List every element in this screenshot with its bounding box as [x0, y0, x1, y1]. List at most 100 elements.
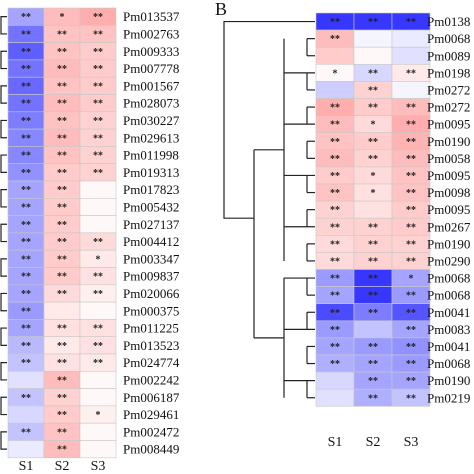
row-label: Pm0068 [427, 271, 470, 286]
significance-mark: ** [93, 151, 103, 162]
row-label: Pm0190 [427, 373, 470, 388]
significance-mark: ** [21, 151, 31, 162]
row-label: Pm028073 [123, 96, 179, 111]
heatmap-cell [79, 440, 117, 459]
column-label: S1 [19, 459, 34, 474]
significance-mark: ** [330, 342, 340, 353]
dendrogram-branch [0, 327, 7, 346]
heatmap-cell [43, 301, 81, 320]
significance-mark: ** [21, 254, 31, 265]
significance-mark: ** [21, 427, 31, 438]
dendrogram-branch [0, 154, 7, 173]
row-label: Pm011225 [123, 321, 179, 336]
significance-mark: ** [330, 222, 340, 233]
significance-mark: ** [57, 220, 67, 231]
significance-mark: ** [330, 239, 340, 250]
row-label: Pm009333 [123, 44, 179, 59]
significance-mark: ** [330, 120, 340, 131]
significance-mark: ** [330, 34, 340, 45]
row-label: Pm0272 [427, 100, 470, 115]
significance-mark: ** [93, 81, 103, 92]
significance-mark: ** [406, 291, 416, 302]
significance-mark: ** [330, 154, 340, 165]
significance-mark: ** [57, 116, 67, 127]
significance-mark: ** [21, 185, 31, 196]
heatmap-cell [391, 29, 431, 48]
heatmap-cell [79, 215, 117, 234]
heatmap-cell [79, 388, 117, 407]
row-label: Pm0095 [427, 117, 470, 132]
row-label: Pm002763 [123, 26, 179, 41]
row-label: Pm0095 [427, 202, 470, 217]
panel-b-row-labels: Pm0138 Pm0068 Pm0089 Pm0198 Pm0272 Pm0272 Pm00… [427, 14, 471, 405]
heatmap-cell [315, 371, 355, 390]
significance-mark: ** [57, 133, 67, 144]
heatmap-cell [7, 405, 45, 424]
column-label: S1 [328, 435, 343, 450]
row-label: Pm006187 [123, 390, 180, 405]
panel-b-cells: ** ** ***** ** ****** ** **** * **** ** **** ** ****… [315, 12, 431, 407]
row-label: Pm008449 [123, 442, 179, 457]
row-label: Pm0089 [427, 48, 470, 63]
dendrogram-branch [0, 396, 7, 416]
significance-mark: ** [330, 274, 340, 285]
row-label: Pm007778 [123, 61, 179, 76]
row-label: Pm0290 [427, 253, 470, 268]
significance-mark: ** [57, 289, 67, 300]
panel-a-row-labels: Pm013537 Pm002763 Pm009333 Pm007778 Pm001567… [123, 9, 180, 457]
significance-mark: ** [368, 68, 378, 79]
significance-mark: ** [406, 188, 416, 199]
row-label: Pm0068 [427, 356, 470, 371]
dendrogram-branch [0, 258, 7, 277]
significance-mark: ** [406, 103, 416, 114]
row-label: Pm0272 [427, 82, 470, 97]
dendrogram-branch [0, 362, 7, 381]
significance-mark: * [60, 12, 65, 23]
significance-mark: ** [406, 256, 416, 267]
significance-mark: ** [21, 168, 31, 179]
significance-mark: ** [57, 445, 67, 456]
heatmap-cell [7, 440, 45, 459]
significance-mark: ** [57, 341, 67, 352]
significance-mark: ** [57, 99, 67, 110]
heatmap-cell [353, 29, 393, 48]
significance-mark: ** [57, 151, 67, 162]
significance-mark: ** [93, 116, 103, 127]
significance-mark: ** [330, 103, 340, 114]
significance-mark: ** [368, 274, 378, 285]
significance-mark: ** [57, 410, 67, 421]
row-label: Pm011998 [123, 148, 179, 163]
significance-mark: ** [368, 256, 378, 267]
significance-mark: ** [57, 272, 67, 283]
row-label: Pm0190 [427, 134, 470, 149]
significance-mark: ** [406, 342, 416, 353]
significance-mark: ** [368, 222, 378, 233]
significance-mark: ** [330, 171, 340, 182]
significance-mark: * [371, 120, 376, 131]
significance-mark: ** [368, 17, 378, 28]
panel-a-cells: ** * **** ** **** ** **** ** **** ** **** ** **** ** *… [7, 7, 117, 459]
significance-mark: ** [368, 342, 378, 353]
significance-mark: ** [21, 289, 31, 300]
dendrogram-branch [0, 50, 7, 70]
significance-mark: ** [406, 308, 416, 319]
heatmap-cell [315, 81, 355, 99]
significance-mark: ** [368, 393, 378, 404]
panel-b-column-labels: S1 S2 S3 [328, 435, 419, 450]
significance-mark: * [371, 171, 376, 182]
significance-mark: ** [406, 222, 416, 233]
dendrogram-branch [223, 20, 315, 219]
panel-b-letter: B [215, 0, 227, 19]
significance-mark: ** [406, 393, 416, 404]
significance-mark: ** [330, 359, 340, 370]
column-label: S2 [366, 435, 381, 450]
row-label: Pm002472 [123, 424, 179, 439]
significance-mark: ** [93, 168, 103, 179]
significance-mark: ** [93, 29, 103, 40]
column-label: S3 [91, 459, 106, 474]
row-label: Pm0041 [427, 339, 470, 354]
significance-mark: ** [21, 272, 31, 283]
significance-mark: ** [406, 325, 416, 336]
significance-mark: * [96, 254, 101, 265]
significance-mark: ** [93, 47, 103, 58]
